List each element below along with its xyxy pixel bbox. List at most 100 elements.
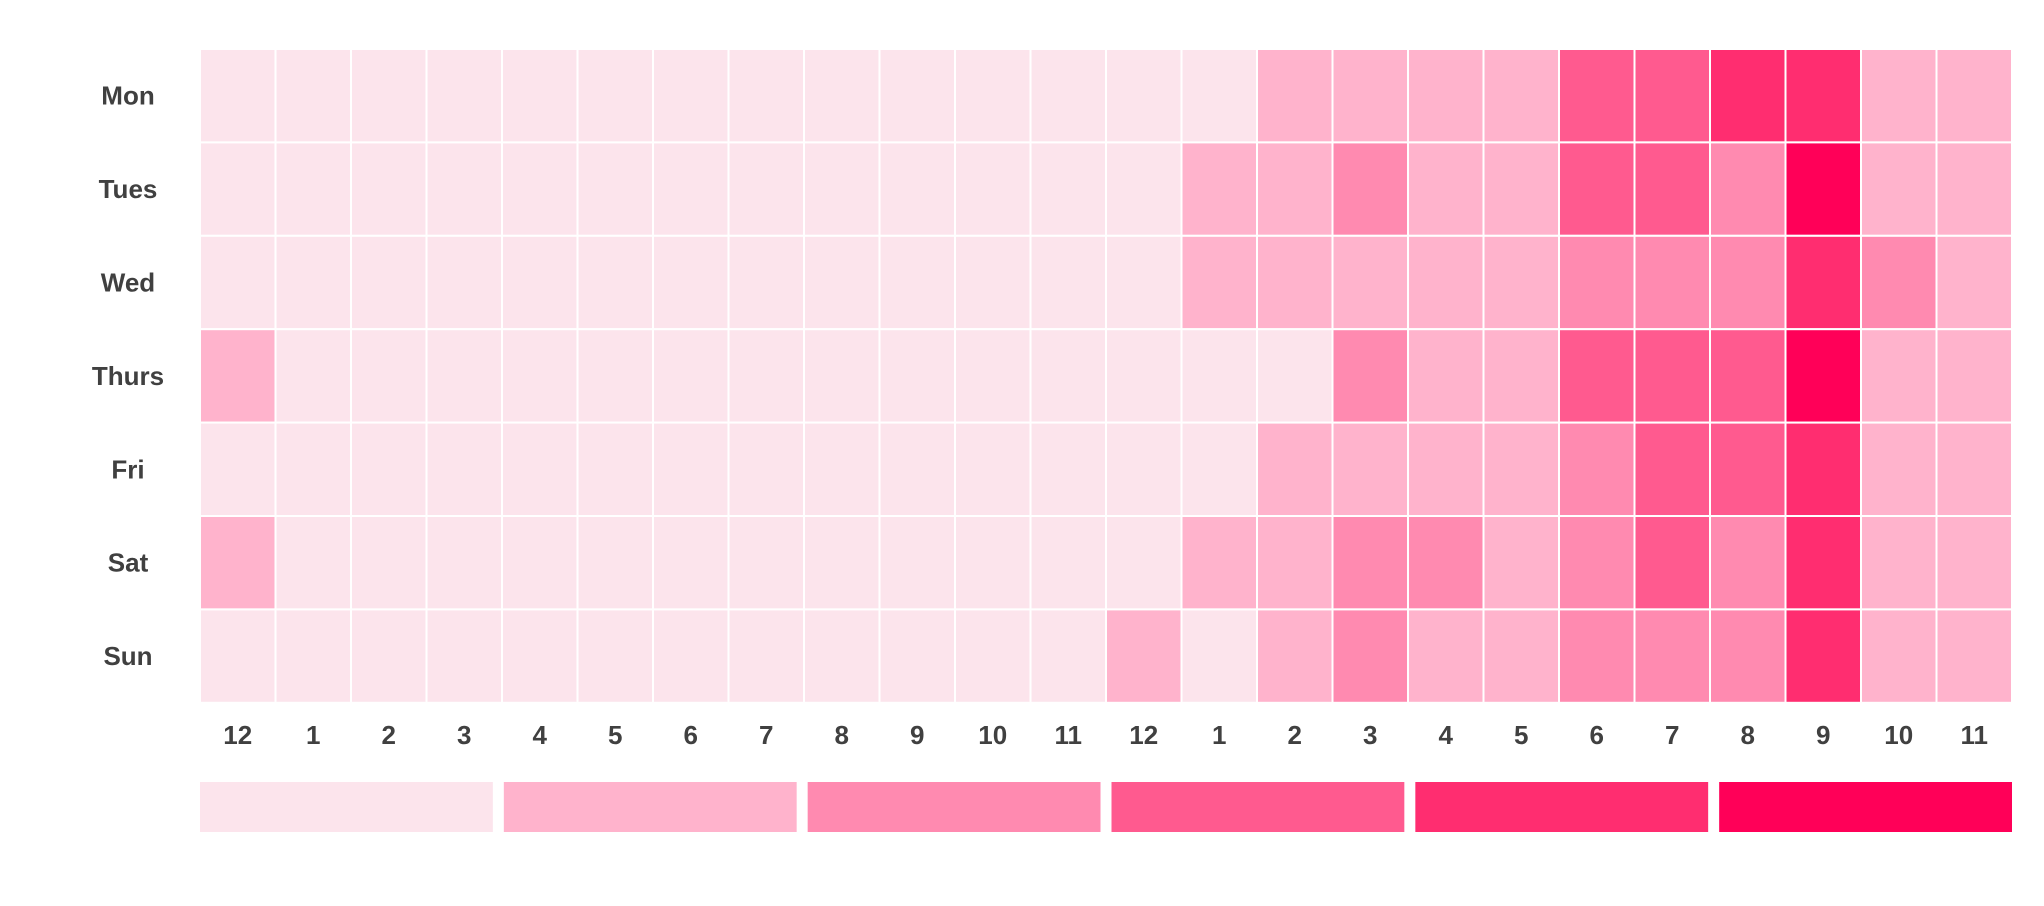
heatmap-cell [727, 421, 805, 518]
heatmap-cell [1180, 328, 1258, 424]
heatmap-cell [1331, 421, 1409, 518]
column-label: 10 [1884, 720, 1913, 750]
heatmap-cell [199, 421, 277, 518]
heatmap-cell [652, 234, 730, 331]
heatmap-cell [350, 328, 428, 424]
row-labels: Mon Tues Wed Thurs Fri Sat Sun [92, 81, 164, 671]
row-label: Sun [103, 641, 152, 671]
column-label: 2 [1288, 720, 1302, 750]
heatmap-cell [350, 515, 428, 611]
column-label: 1 [306, 720, 320, 750]
heatmap-cell [1256, 515, 1334, 611]
heatmap-cell [1633, 234, 1711, 331]
heatmap-cell [1105, 421, 1183, 518]
heatmap-cell [1105, 48, 1183, 144]
heatmap-cell [576, 328, 654, 424]
heatmap-cell [501, 141, 579, 237]
heatmap-cell [727, 141, 805, 237]
heatmap-cell [425, 421, 503, 518]
heatmap-cell [1331, 328, 1409, 424]
heatmap-cell [803, 608, 881, 704]
heatmap-cell [1105, 141, 1183, 237]
heatmap-cell [1180, 421, 1258, 518]
heatmap-cell [501, 48, 579, 144]
heatmap-cell [199, 48, 277, 144]
heatmap-cell [1860, 48, 1938, 144]
column-label: 9 [910, 720, 924, 750]
heatmap-cell [425, 234, 503, 331]
heatmap-cell [199, 141, 277, 237]
heatmap-cell [1105, 515, 1183, 611]
heatmap-cell [1935, 234, 2013, 331]
heatmap-cell [1029, 328, 1107, 424]
heatmap-cell [954, 234, 1032, 331]
heatmap-cell [1256, 141, 1334, 237]
heatmap-cell [727, 48, 805, 144]
heatmap-cell [1860, 328, 1938, 424]
heatmap-cell [199, 608, 277, 704]
heatmap-cell [1029, 48, 1107, 144]
heatmap-cell [1482, 141, 1560, 237]
heatmap-cell [274, 515, 352, 611]
heatmap-cell [1935, 421, 2013, 518]
heatmap-cell [954, 515, 1032, 611]
column-labels: 12 1 2 3 4 5 6 7 8 9 10 11 12 1 2 3 4 5 6 7 8 9 10 11 [223, 720, 1988, 750]
heatmap-cell [1558, 234, 1636, 331]
heatmap-cell [1935, 328, 2013, 424]
legend-swatch [1111, 782, 1405, 832]
heatmap-cell [1935, 515, 2013, 611]
heatmap-cell [1029, 141, 1107, 237]
heatmap-cell [1558, 421, 1636, 518]
heatmap-cell [1558, 515, 1636, 611]
heatmap-cell [1860, 141, 1938, 237]
heatmap-cell [803, 515, 881, 611]
heatmap-cell [274, 141, 352, 237]
heatmap-cell [1482, 421, 1560, 518]
heatmap-cell [1709, 328, 1787, 424]
column-label: 9 [1816, 720, 1830, 750]
heatmap-cell [425, 141, 503, 237]
heatmap-cell [652, 141, 730, 237]
heatmap-cell [1709, 608, 1787, 704]
heatmap-cell [878, 234, 956, 331]
heatmap-cell [1331, 515, 1409, 611]
heatmap-cell [878, 328, 956, 424]
heatmap-cell [576, 234, 654, 331]
heatmap-cell [652, 608, 730, 704]
heatmap-cell [1784, 234, 1862, 331]
heatmap-cell [1029, 234, 1107, 331]
heatmap-cell [1784, 515, 1862, 611]
heatmap-cell [954, 328, 1032, 424]
column-label: 11 [1055, 720, 1083, 750]
heatmap-cell [350, 141, 428, 237]
heatmap-cell [727, 328, 805, 424]
color-legend [200, 782, 2012, 832]
heatmap-cell [1633, 328, 1711, 424]
legend-swatch [1415, 782, 1709, 832]
legend-swatch [503, 782, 797, 832]
heatmap-cell [1180, 515, 1258, 611]
heatmap-cell [1633, 48, 1711, 144]
heatmap-cell [1105, 234, 1183, 331]
heatmap-cell [1860, 421, 1938, 518]
heatmap-cell [878, 48, 956, 144]
heatmap-cell [1256, 421, 1334, 518]
column-label: 2 [382, 720, 396, 750]
heatmap-cell [1558, 141, 1636, 237]
heatmap-cell [954, 141, 1032, 237]
column-label: 4 [533, 720, 548, 750]
column-label: 7 [759, 720, 773, 750]
heatmap-cell [1558, 328, 1636, 424]
heatmap-cells [199, 48, 2013, 704]
heatmap-cell [1256, 608, 1334, 704]
heatmap-cell [1331, 234, 1409, 331]
heatmap-cell [1633, 608, 1711, 704]
heatmap-cell [803, 141, 881, 237]
heatmap-cell [350, 421, 428, 518]
column-label: 8 [835, 720, 849, 750]
column-label: 1 [1212, 720, 1226, 750]
heatmap-cell [1180, 141, 1258, 237]
heatmap-cell [1709, 421, 1787, 518]
column-label: 3 [457, 720, 471, 750]
heatmap-cell [727, 234, 805, 331]
